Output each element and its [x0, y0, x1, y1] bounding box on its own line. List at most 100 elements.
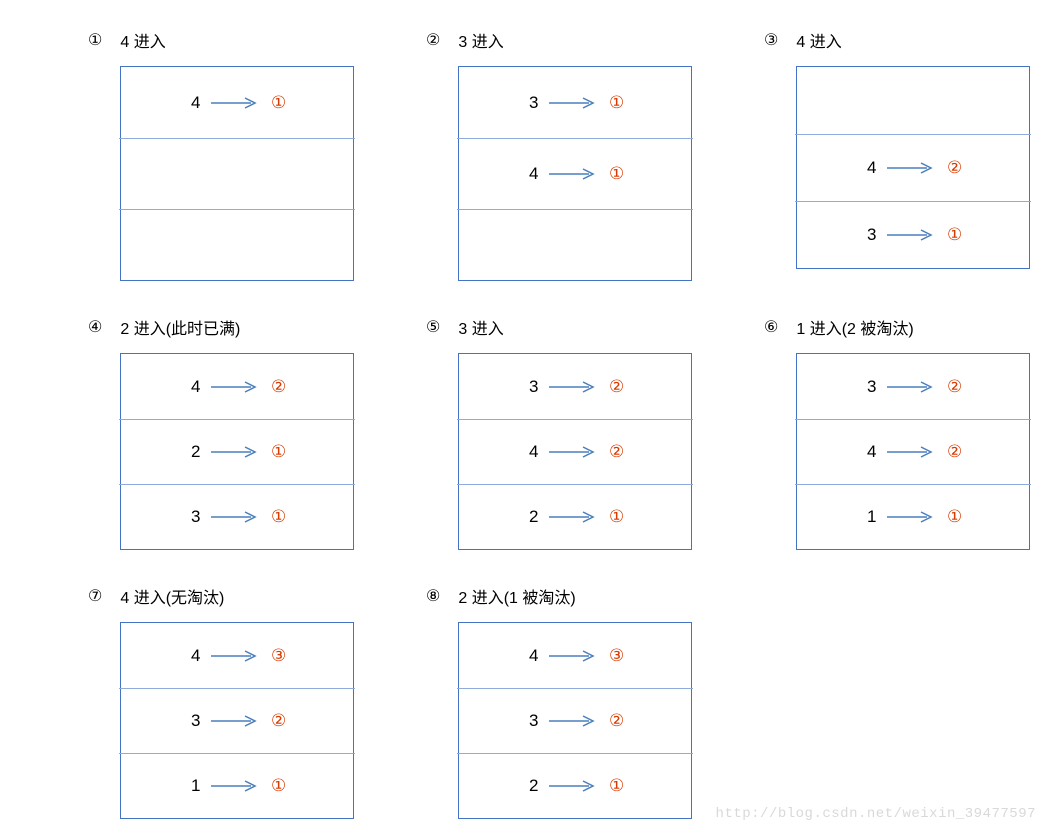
slot-value: 4 — [529, 442, 541, 462]
step-header: ⑥ 1 进入(2 被淘汰) — [764, 315, 1046, 339]
slot-value: 1 — [867, 507, 879, 527]
slot-value: 4 — [191, 93, 203, 113]
cache-slot: 4 ③ — [459, 623, 691, 688]
slot-count: ② — [609, 377, 624, 397]
arrow-icon — [549, 714, 597, 728]
slot-value: 1 — [191, 776, 203, 796]
step-title: 2 进入(1 被淘汰) — [458, 584, 575, 608]
step-title: 4 进入 — [120, 28, 165, 52]
slot-count: ② — [947, 158, 962, 178]
step-number: ⑥ — [764, 317, 778, 337]
diagram-grid: ①4 进入4 ①②3 进入3 ①4 ①③4 进入4 ②3 ①④2 进入(此时已满… — [0, 28, 1046, 819]
slot-count: ③ — [271, 646, 286, 666]
cache-slot: 3 ② — [797, 354, 1029, 419]
slot-count: ① — [947, 507, 962, 527]
step-title: 3 进入 — [458, 28, 503, 52]
cache-slot: 3 ② — [459, 354, 691, 419]
slot-value: 2 — [529, 507, 541, 527]
cache-slot: 2 ① — [459, 753, 691, 818]
step-title: 4 进入 — [796, 28, 841, 52]
slot-count: ① — [609, 93, 624, 113]
arrow-icon — [211, 445, 259, 459]
slot-value: 3 — [191, 711, 203, 731]
slot-count: ① — [271, 776, 286, 796]
cache-slot: 3 ② — [459, 688, 691, 753]
slot-value: 2 — [191, 442, 203, 462]
arrow-icon — [887, 510, 935, 524]
cache-slot: 3 ① — [797, 201, 1029, 268]
slot-count: ① — [609, 776, 624, 796]
step-cell: ⑧2 进入(1 被淘汰)4 ③3 ②2 ① — [418, 584, 748, 819]
step-header: ⑦ 4 进入(无淘汰) — [88, 584, 410, 608]
slot-count: ① — [609, 164, 624, 184]
slot-value: 4 — [191, 646, 203, 666]
cache-box: 4 ②2 ①3 ① — [120, 353, 354, 550]
arrow-icon — [887, 161, 935, 175]
arrow-icon — [211, 649, 259, 663]
arrow-icon — [549, 510, 597, 524]
slot-count: ① — [271, 93, 286, 113]
step-title: 4 进入(无淘汰) — [120, 584, 224, 608]
slot-value: 3 — [867, 225, 879, 245]
cache-slot: 4 ③ — [121, 623, 353, 688]
step-number: ⑧ — [426, 586, 440, 606]
slot-count: ① — [271, 442, 286, 462]
cache-slot — [121, 209, 353, 280]
step-title: 2 进入(此时已满) — [120, 315, 240, 339]
slot-value: 2 — [529, 776, 541, 796]
cache-slot: 1 ① — [797, 484, 1029, 549]
cache-slot: 4 ② — [459, 419, 691, 484]
cache-box: 3 ②4 ②2 ① — [458, 353, 692, 550]
cache-slot — [459, 209, 691, 280]
step-number: ⑦ — [88, 586, 102, 606]
cache-slot: 4 ② — [797, 134, 1029, 201]
cache-slot: 3 ① — [459, 67, 691, 138]
cache-slot: 2 ① — [121, 419, 353, 484]
cache-slot — [121, 138, 353, 209]
step-number: ⑤ — [426, 317, 440, 337]
slot-value: 4 — [191, 377, 203, 397]
slot-count: ② — [609, 711, 624, 731]
step-cell: ⑤3 进入3 ②4 ②2 ① — [418, 315, 748, 550]
arrow-icon — [211, 96, 259, 110]
slot-value: 3 — [529, 711, 541, 731]
step-number: ④ — [88, 317, 102, 337]
arrow-icon — [887, 445, 935, 459]
arrow-icon — [549, 649, 597, 663]
arrow-icon — [887, 228, 935, 242]
cache-slot: 4 ② — [797, 419, 1029, 484]
step-header: ⑧ 2 进入(1 被淘汰) — [426, 584, 748, 608]
slot-count: ② — [947, 442, 962, 462]
step-title: 1 进入(2 被淘汰) — [796, 315, 913, 339]
step-cell: ④ 2 进入(此时已满) 4 ②2 ①3 ① — [80, 315, 410, 550]
arrow-icon — [549, 96, 597, 110]
slot-count: ② — [609, 442, 624, 462]
cache-slot: 3 ② — [121, 688, 353, 753]
arrow-icon — [549, 445, 597, 459]
step-header: ①4 进入 — [88, 28, 410, 52]
slot-count: ① — [271, 507, 286, 527]
cache-box: 4 ②3 ① — [796, 66, 1030, 269]
slot-value: 4 — [529, 646, 541, 666]
arrow-icon — [549, 167, 597, 181]
step-cell: ①4 进入4 ① — [80, 28, 410, 281]
cache-box: 4 ① — [120, 66, 354, 281]
arrow-icon — [211, 380, 259, 394]
step-cell: ② 3 进入 3 ① 4 ① — [418, 28, 748, 281]
cache-slot: 1 ① — [121, 753, 353, 818]
cache-box: 3 ②4 ②1 ① — [796, 353, 1030, 550]
slot-count: ③ — [609, 646, 624, 666]
cache-box: 3 ① 4 ① — [458, 66, 692, 281]
cache-slot: 2 ① — [459, 484, 691, 549]
arrow-icon — [211, 779, 259, 793]
slot-count: ② — [947, 377, 962, 397]
step-header: ② 3 进入 — [426, 28, 748, 52]
step-number: ② — [426, 30, 440, 50]
slot-count: ② — [271, 711, 286, 731]
slot-value: 4 — [529, 164, 541, 184]
cache-slot: 3 ① — [121, 484, 353, 549]
slot-value: 4 — [867, 158, 879, 178]
step-cell: ⑥1 进入(2 被淘汰)3 ②4 ②1 ① — [756, 315, 1046, 550]
slot-value: 4 — [867, 442, 879, 462]
arrow-icon — [211, 714, 259, 728]
